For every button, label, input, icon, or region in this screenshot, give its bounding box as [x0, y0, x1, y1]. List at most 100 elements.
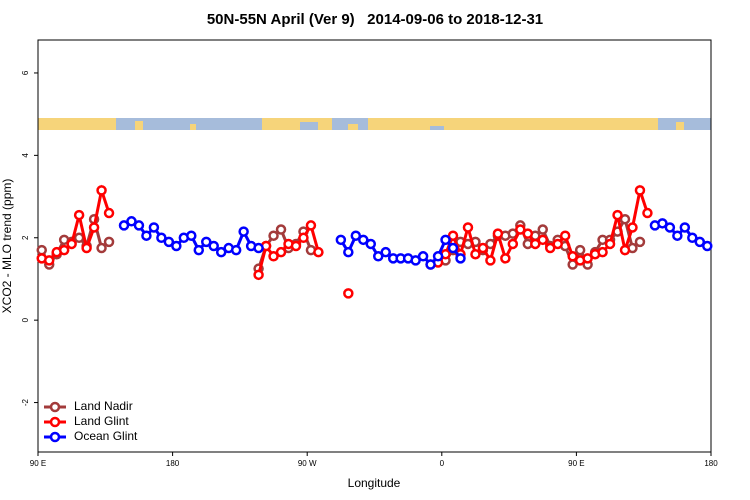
point: [275, 246, 287, 258]
point: [664, 222, 676, 233]
point: [73, 209, 85, 221]
point: [417, 251, 429, 262]
point: [522, 228, 534, 239]
point: [447, 242, 459, 254]
point: [253, 269, 264, 281]
point: [477, 242, 489, 254]
point: [372, 251, 384, 262]
point: [672, 230, 683, 241]
point: [253, 242, 264, 254]
point: [96, 185, 107, 196]
x-tick-label: 90 E: [568, 459, 584, 468]
y-tick-label: -2: [21, 398, 30, 406]
point: [559, 230, 571, 241]
point: [642, 207, 653, 219]
x-tick-label: 180: [704, 459, 718, 468]
point: [103, 207, 115, 219]
legend-label: Land Glint: [74, 414, 129, 428]
point: [305, 220, 317, 231]
point: [290, 240, 302, 252]
point: [455, 253, 466, 264]
point: [156, 232, 167, 244]
point: [238, 226, 249, 237]
point: [634, 185, 646, 196]
point: [634, 236, 646, 248]
point: [335, 234, 347, 246]
point: [201, 236, 212, 248]
point: [567, 251, 578, 262]
point: [96, 242, 107, 254]
point: [358, 234, 369, 246]
legend-marker: [49, 401, 61, 413]
point: [574, 244, 586, 256]
point: [81, 242, 92, 254]
point: [103, 236, 115, 248]
point: [88, 222, 100, 233]
map-strip: [38, 118, 711, 130]
point: [343, 246, 354, 258]
point: [350, 230, 362, 241]
point: [687, 232, 698, 244]
point: [462, 222, 474, 233]
x-tick-label: 0: [440, 459, 445, 468]
point: [380, 246, 391, 258]
point: [425, 259, 436, 270]
y-tick-label: 2: [21, 235, 30, 240]
point: [193, 244, 205, 256]
point: [657, 218, 668, 229]
point: [537, 224, 548, 235]
point: [552, 238, 563, 250]
point: [268, 251, 279, 262]
point: [500, 253, 511, 264]
point: [537, 234, 548, 246]
point: [679, 222, 691, 233]
point: [485, 255, 496, 266]
point: [694, 236, 706, 248]
point: [313, 246, 324, 258]
point: [604, 238, 616, 250]
point: [298, 232, 309, 244]
legend-label: Land Nadir: [74, 399, 133, 413]
point: [530, 238, 541, 250]
point: [186, 230, 197, 241]
x-tick-label: 90 W: [298, 459, 317, 468]
point: [73, 232, 85, 244]
series-line: [41, 184, 111, 263]
legend-marker: [49, 431, 61, 443]
point: [447, 230, 459, 241]
point: [43, 255, 55, 266]
point: [410, 255, 421, 266]
point: [432, 251, 444, 262]
point: [492, 228, 504, 239]
point: [702, 240, 713, 252]
y-tick-label: 0: [21, 317, 30, 322]
x-tick-label: 90 E: [30, 459, 46, 468]
point: [66, 238, 77, 250]
point: [141, 230, 152, 241]
legend-label: Ocean Glint: [74, 429, 138, 443]
point: [208, 240, 219, 252]
x-axis-label: Longitude: [348, 476, 401, 490]
point: [619, 213, 631, 225]
point: [440, 234, 451, 246]
point: [268, 230, 279, 241]
x-tick-label: 180: [166, 459, 180, 468]
legend-marker: [49, 416, 61, 428]
point: [343, 288, 354, 299]
y-axis-label: XCO2 - MLO trend (ppm): [0, 179, 14, 314]
point: [126, 216, 137, 227]
point: [171, 240, 182, 252]
point: [148, 222, 160, 233]
y-tick-label: 4: [21, 153, 30, 158]
point: [627, 222, 638, 233]
chart-title: 50N-55N April (Ver 9) 2014-09-06 to 2018…: [207, 11, 543, 28]
point: [230, 244, 242, 256]
point: [133, 220, 145, 231]
point: [515, 224, 526, 235]
y-tick-label: 6: [21, 70, 30, 75]
point: [365, 238, 377, 250]
point: [275, 224, 287, 235]
point: [612, 209, 623, 221]
point: [118, 220, 130, 231]
